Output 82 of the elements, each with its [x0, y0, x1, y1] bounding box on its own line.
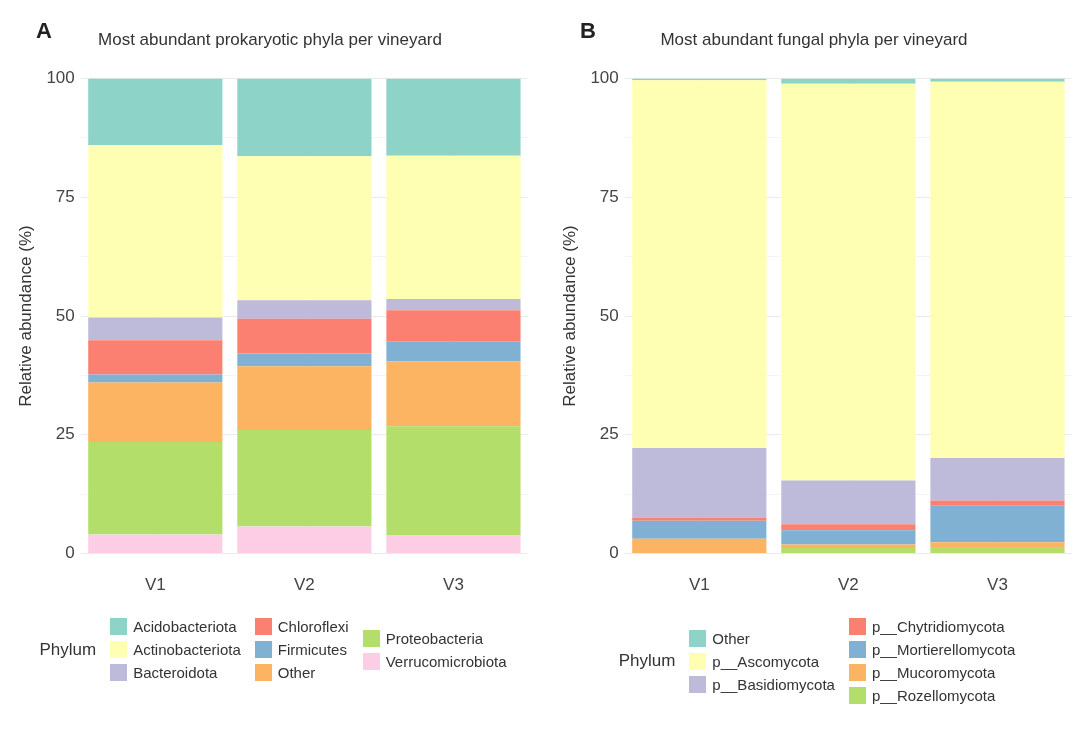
legend-label: Firmicutes	[277, 641, 347, 658]
bar	[88, 317, 223, 341]
chart-title: Most abundant fungal phyla per vineyard	[660, 29, 968, 49]
bar	[88, 144, 223, 318]
bar	[386, 78, 521, 156]
legend-label: Chloroflexi	[277, 618, 349, 635]
bar	[930, 81, 1065, 459]
bar	[88, 382, 223, 442]
y-tick-label: 50	[599, 305, 619, 325]
bar	[88, 374, 223, 383]
bar	[781, 547, 916, 554]
bar	[781, 480, 916, 525]
bar	[237, 430, 372, 527]
bar	[386, 310, 521, 342]
y-axis-title: Relative abundance (%)	[15, 225, 35, 407]
bar	[632, 538, 767, 554]
x-tick-label: V3	[987, 575, 1008, 595]
bar	[386, 298, 521, 311]
x-tick-label: V2	[293, 575, 315, 595]
y-axis-title: Relative abundance (%)	[559, 225, 579, 407]
legend-label: p__Mucoromycota	[871, 664, 996, 681]
text: A	[36, 18, 52, 44]
x-tick-label: V1	[688, 575, 710, 595]
y-tick-label: 25	[55, 424, 75, 444]
bar	[88, 534, 223, 554]
bar	[781, 530, 916, 545]
y-tick-label: 50	[55, 305, 75, 325]
bar	[386, 361, 521, 427]
legend-label: Proteobacteria	[385, 629, 484, 647]
x-tick-label: V3	[443, 575, 464, 595]
bar	[386, 341, 521, 362]
legend-label: p__Chytridiomycota	[871, 618, 1005, 635]
bar	[237, 353, 372, 367]
chart-title: Most abundant prokaryotic phyla per vineyard	[98, 29, 442, 49]
bar	[88, 340, 223, 375]
bar	[386, 535, 521, 554]
legend-label: Actinobacteriota	[133, 641, 241, 658]
x-tick-label: V1	[144, 575, 166, 595]
legend-label: p__Basidiomycota	[712, 675, 835, 693]
bar	[237, 300, 372, 319]
x-tick-label: V2	[837, 575, 859, 595]
bar	[781, 544, 916, 548]
bar	[930, 500, 1065, 506]
bar	[237, 156, 372, 301]
legend-title: Phylum	[39, 639, 97, 660]
bar	[632, 517, 767, 521]
bar	[386, 426, 521, 536]
legend-label: Bacteroidota	[133, 664, 218, 681]
bar	[632, 448, 767, 518]
bar	[930, 458, 1065, 501]
y-tick-label: 25	[599, 424, 619, 444]
bar	[88, 78, 223, 145]
bar	[386, 155, 521, 299]
legend-label: Acidobacteriota	[133, 618, 237, 635]
bar	[632, 520, 767, 539]
bar	[88, 441, 223, 535]
bar	[930, 78, 1065, 82]
y-tick-label: 75	[55, 186, 75, 206]
legend-label: p__Rozellomycota	[871, 687, 996, 704]
legend-label: Verrucomicrobiota	[385, 652, 507, 670]
legend-label: p__Ascomycota	[712, 652, 820, 670]
bar	[930, 505, 1065, 543]
y-tick-label: 0	[609, 543, 619, 563]
bar	[930, 542, 1065, 547]
bar	[237, 366, 372, 431]
bar	[781, 83, 916, 481]
bar	[930, 546, 1065, 554]
bar	[237, 318, 372, 354]
bar	[781, 78, 916, 84]
y-tick-label: 100	[46, 68, 75, 88]
legend-label: Other	[712, 629, 750, 647]
bar	[237, 78, 372, 157]
bar	[237, 526, 372, 554]
text: B	[580, 18, 596, 44]
legend-label: Other	[277, 664, 316, 681]
bar	[781, 524, 916, 531]
y-tick-label: 100	[590, 68, 619, 88]
y-tick-label: 0	[65, 543, 75, 563]
y-tick-label: 75	[599, 186, 619, 206]
bar	[632, 80, 767, 449]
legend-label: p__Mortierellomycota	[871, 641, 1016, 658]
legend-title: Phylum	[618, 651, 676, 671]
